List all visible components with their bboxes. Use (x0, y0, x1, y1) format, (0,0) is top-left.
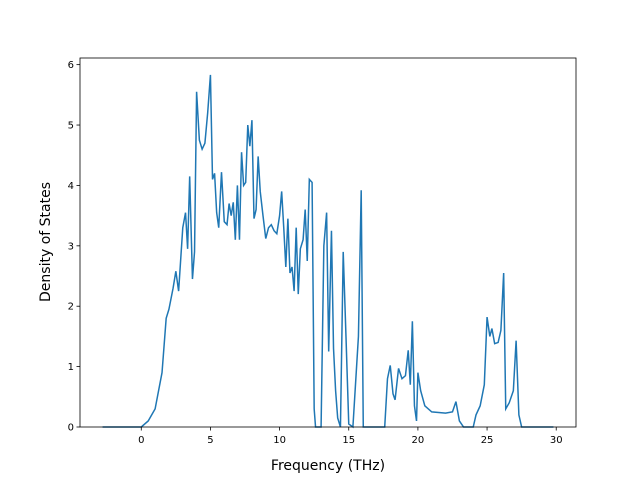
y-tick-label: 5 (68, 121, 74, 132)
y-tick-label: 4 (68, 181, 74, 192)
x-tick-label: 20 (412, 435, 425, 446)
line (102, 74, 554, 429)
x-tick-label: 30 (550, 435, 563, 446)
x-tick-label: 15 (342, 435, 355, 446)
y-tick-label: 1 (68, 362, 74, 373)
y-tick-label: 0 (68, 423, 74, 434)
plot-frame (79, 57, 577, 428)
y-axis-label: Density of States (38, 182, 54, 302)
x-tick-label: 25 (481, 435, 494, 446)
x-axis-label: Frequency (THz) (271, 458, 385, 474)
x-tick-label: 5 (207, 435, 213, 446)
y-tick-label: 3 (68, 241, 74, 252)
y-tick-label: 6 (68, 60, 74, 71)
y-tick-label: 2 (68, 302, 74, 313)
x-tick-label: 0 (138, 435, 144, 446)
x-tick-label: 10 (273, 435, 286, 446)
